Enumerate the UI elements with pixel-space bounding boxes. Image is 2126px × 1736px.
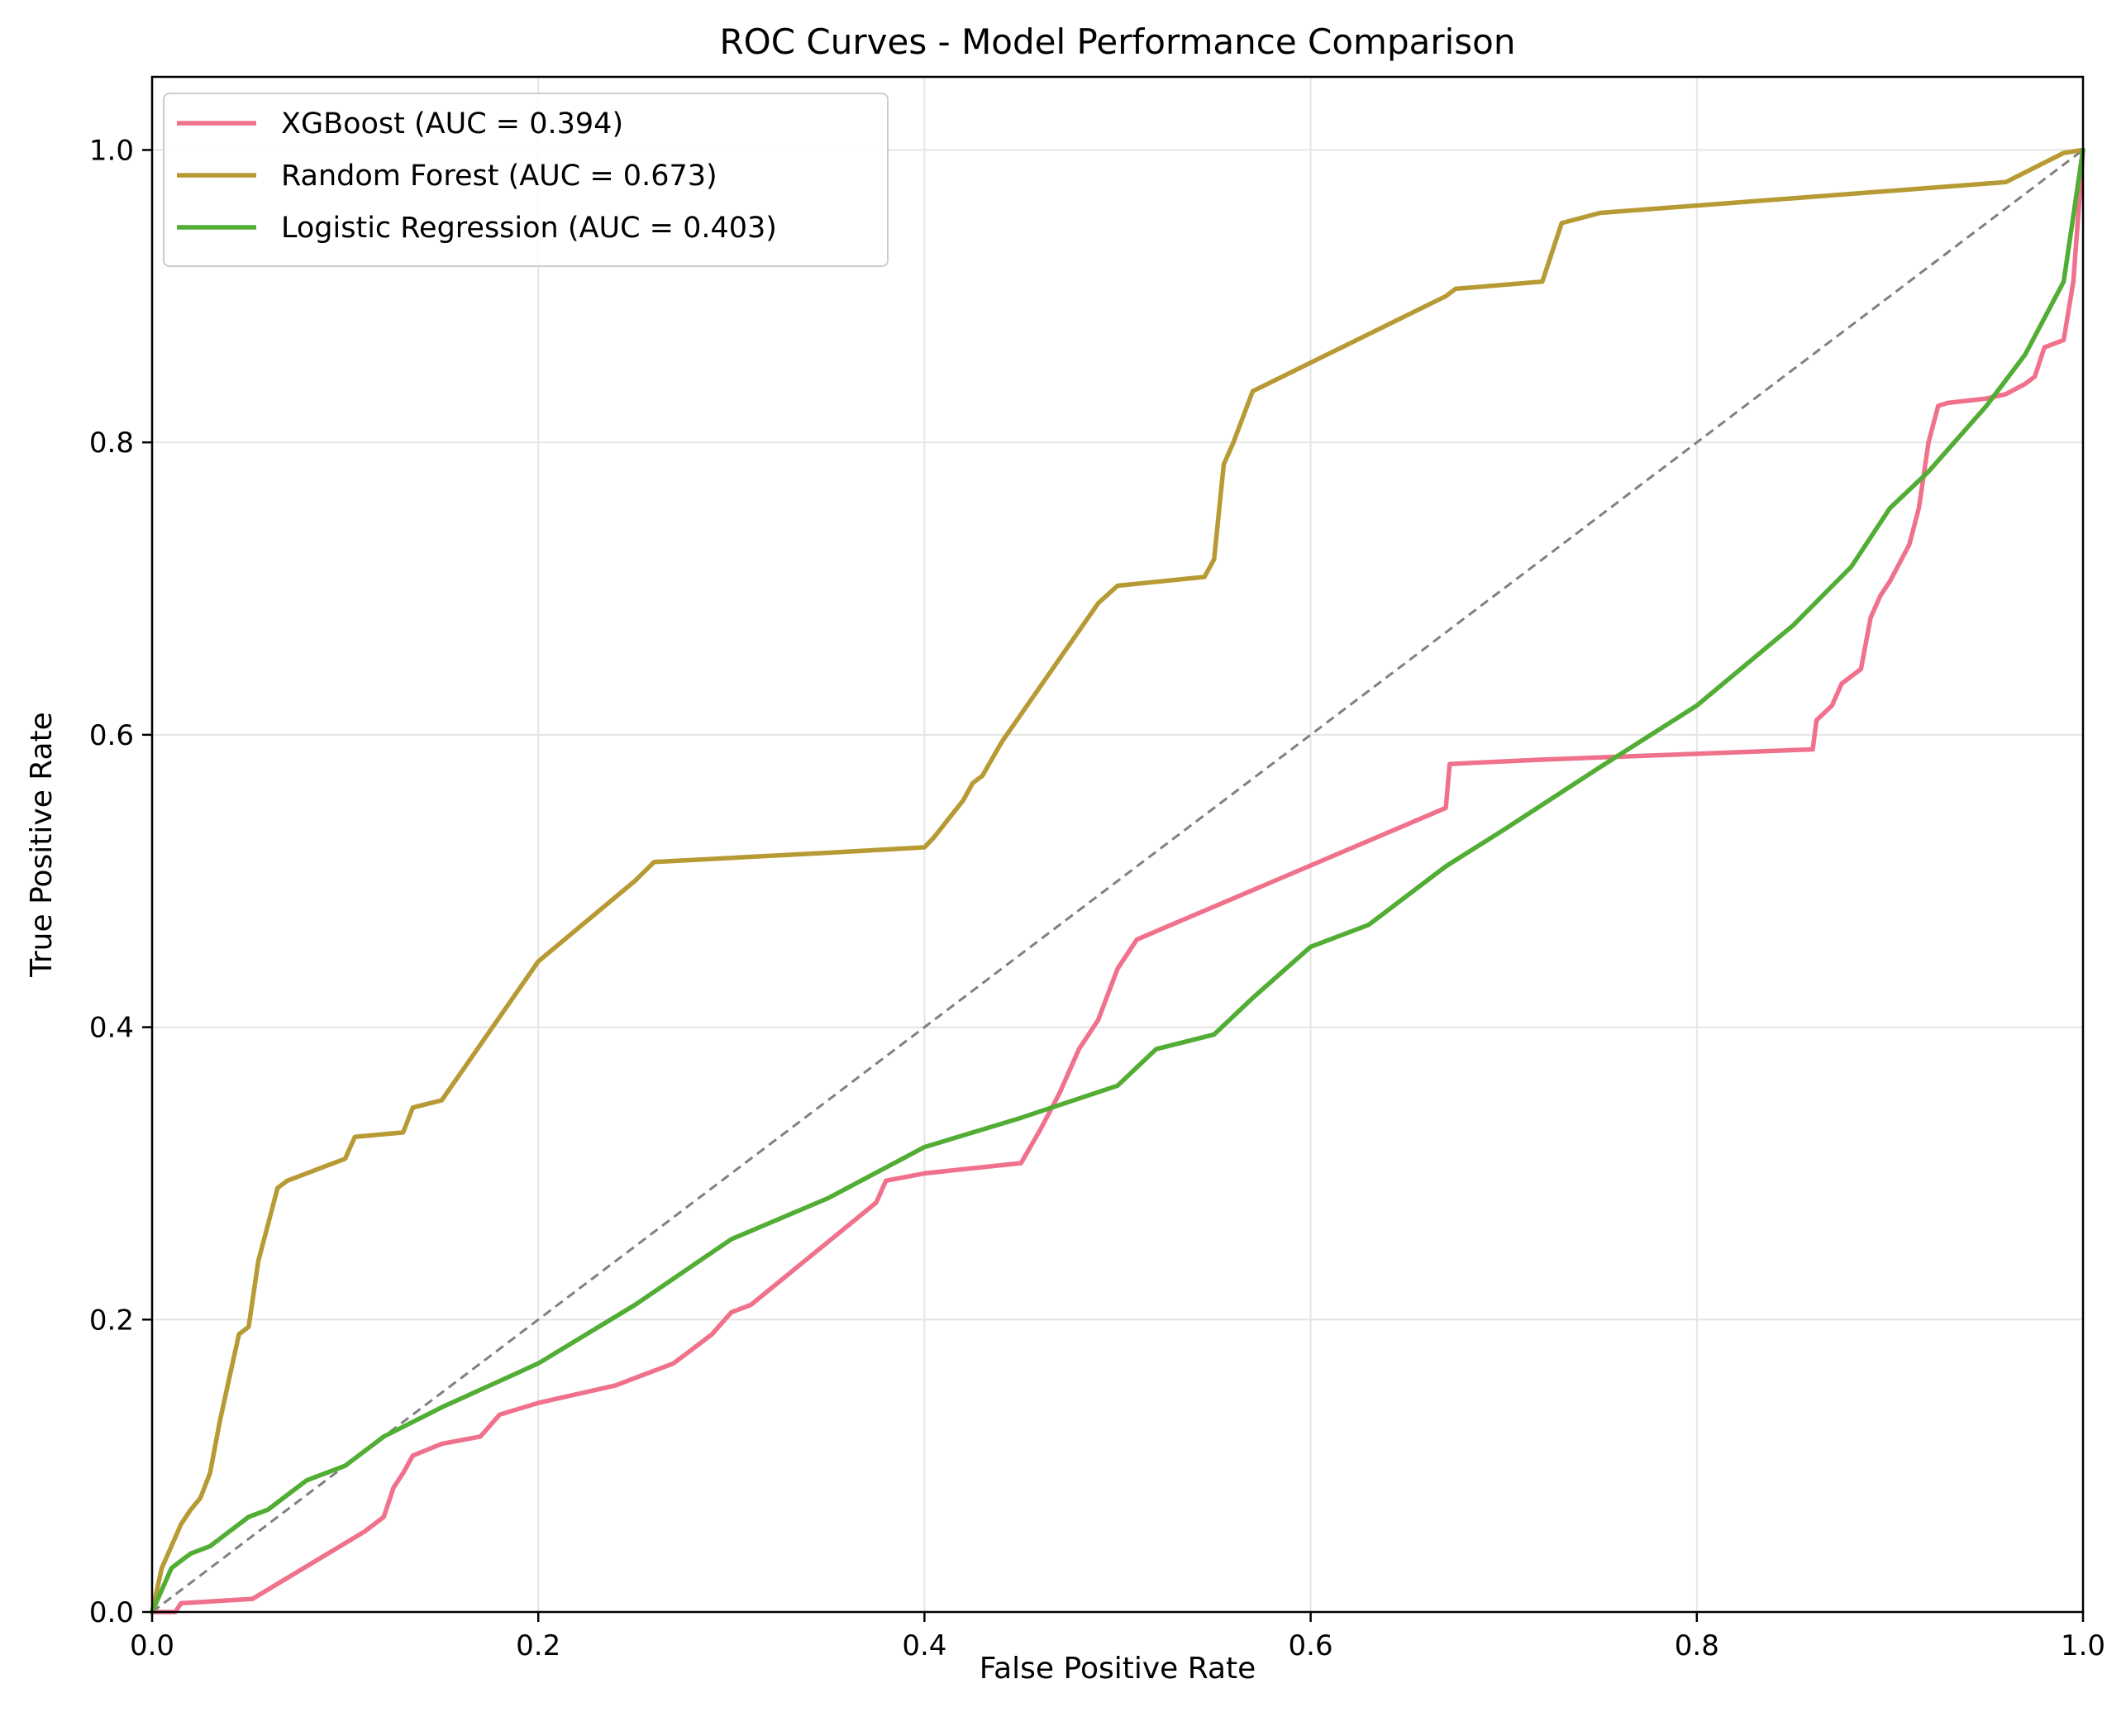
series-line-1 [150,147,2085,1614]
y-tick-label-2: 0.4 [89,1012,134,1045]
series-line-2 [150,147,2085,1614]
legend: XGBoost (AUC = 0.394) Random Forest (AUC … [163,93,889,267]
x-tick-label-0: 0.0 [130,1629,174,1662]
y-tick-label-1: 0.2 [89,1304,134,1337]
x-tick-label-2: 0.4 [902,1629,946,1662]
legend-label-2: Logistic Regression (AUC = 0.403) [281,212,777,245]
series-layer [150,147,2085,1614]
y-tick-label-5: 1.0 [89,134,134,167]
legend-label-0: XGBoost (AUC = 0.394) [281,107,623,141]
x-tick-label-4: 0.8 [1675,1629,1719,1662]
y-tick-label-3: 0.6 [89,719,134,752]
x-axis-ticks: 0.0 0.2 0.4 0.6 0.8 1.0 [130,1612,2105,1662]
chance-diagonal [151,149,2084,1614]
y-tick-label-0: 0.0 [89,1596,134,1629]
x-tick-label-1: 0.2 [516,1629,560,1662]
x-tick-label-3: 0.6 [1289,1629,1333,1662]
series-line-0 [150,147,2085,1614]
x-tick-label-5: 1.0 [2061,1629,2105,1662]
legend-box [163,93,889,267]
chart-title: ROC Curves - Model Performance Compariso… [720,21,1516,62]
y-axis-label: True Positive Rate [25,712,59,978]
x-axis-label: False Positive Rate [980,1652,1256,1686]
plot-frame [150,75,2085,1614]
y-axis-ticks: 0.0 0.2 0.4 0.6 0.8 1.0 [89,134,152,1629]
y-tick-label-4: 0.8 [89,427,134,460]
legend-label-1: Random Forest (AUC = 0.673) [281,160,717,193]
